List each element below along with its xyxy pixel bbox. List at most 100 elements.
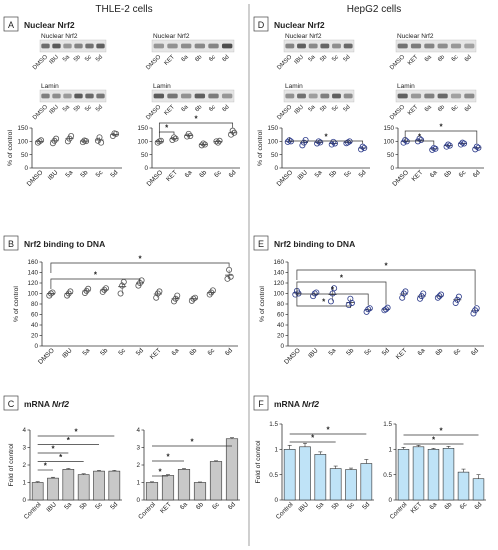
chart-e-point: [366, 305, 373, 312]
blot-d-nrf2-2-lane-label: 6b: [437, 54, 446, 63]
chart-c2-x-tick-label: KET: [159, 501, 173, 515]
blot-d-lamin-1-frame: [283, 89, 355, 103]
chart-b-y-label: % of control: [13, 286, 20, 322]
blot-a-nrf2-2-band: [221, 43, 233, 49]
blot-d-nrf2-1-band: [320, 43, 330, 49]
blot-a-nrf2-1-lane-label: IBU: [49, 54, 60, 65]
blot-a-nrf2-2-band: [153, 43, 165, 49]
chart-d2-point: [429, 146, 436, 153]
chart-b-x-tick-label: 6a: [171, 347, 181, 357]
chart-f1-y-label: Fold of control: [255, 440, 262, 484]
chart-c2-x-tick-label: 6b: [195, 501, 205, 511]
chart-b-sig-bracket: [50, 278, 141, 289]
chart-d1-point: [302, 136, 309, 143]
chart-a2-point: [157, 137, 164, 144]
chart-d2-y-tick-label: 100: [383, 139, 394, 146]
chart-b-point: [172, 295, 179, 302]
chart-a1-point: [98, 139, 105, 146]
chart-d2-sig-bracket: [404, 130, 478, 144]
blot-d-lamin-2-lane-label: 6c: [451, 104, 460, 113]
chart-e-sig-bracket: [296, 281, 387, 305]
chart-d2-point: [473, 143, 480, 150]
chart-b-x-tick-label: 6b: [188, 347, 198, 357]
chart-d1-x-tick-label: 5d: [358, 169, 368, 179]
section-box-b: [3, 235, 19, 251]
chart-b-x-tick-label: 5a: [81, 347, 91, 357]
chart-e-point: [399, 294, 406, 301]
chart-b-y-tick-label: 0: [34, 343, 38, 350]
chart-d1-point: [361, 144, 368, 151]
section-letter-e: E: [258, 239, 264, 249]
chart-c1-sig-star: *: [51, 445, 55, 454]
blot-d-nrf2-1-frame: [283, 39, 355, 53]
chart-c2-x-tick-label: 6c: [211, 501, 221, 511]
blot-a-nrf2-2-frame: [151, 39, 235, 53]
chart-a2-y-tick-label: 150: [137, 125, 148, 132]
blot-d-lamin-1-band: [332, 93, 341, 99]
blot-d-lamin-1-band: [320, 93, 330, 99]
chart-a2-point: [187, 132, 194, 139]
chart-e-point: [347, 295, 354, 302]
chart-f2-sig-star: *: [432, 436, 436, 445]
chart-c2-bar: [145, 482, 159, 501]
chart-e-sig-star: *: [331, 286, 335, 295]
chart-e-point: [348, 299, 355, 306]
chart-c1-sig-star: *: [44, 462, 48, 471]
blot-d-lamin-2-band: [437, 93, 448, 99]
section-letter-c: C: [8, 399, 15, 409]
section-title-f: mRNA Nrf2: [274, 399, 319, 409]
blot-a-nrf2-2-lane-label: 6a: [181, 54, 190, 63]
chart-c1-y-tick-label: 4: [22, 427, 26, 434]
chart-e-x-tick-label: 6a: [417, 347, 427, 357]
chart-a1-x-tick-label: 5c: [95, 169, 105, 179]
mrna-prefix-c: mRNA: [24, 399, 52, 409]
blot-a-nrf2-2-label: Nuclear Nrf2: [153, 33, 190, 40]
chart-c2-y-tick-label: 0: [136, 497, 140, 504]
blot-d-nrf2-2-lane-label: 6a: [424, 54, 433, 63]
chart-a2-x-tick-label: 6c: [213, 169, 223, 179]
chart-c1-sig-star: *: [74, 428, 78, 437]
chart-a2-point: [154, 139, 161, 146]
chart-e-x-tick-label: 6b: [434, 347, 444, 357]
chart-a2-sig-star: *: [194, 115, 198, 124]
chart-f2-y-tick-label: 1: [388, 447, 392, 454]
blot-d-lamin-2-lane-label: 6b: [437, 104, 446, 113]
chart-d2-point: [446, 142, 453, 149]
blot-d-lamin-1-lane-label: 5a: [308, 104, 317, 113]
blot-a-nrf2-1-lane-label: DMSO: [32, 54, 49, 71]
chart-f2-y-tick-label: 0: [388, 497, 392, 504]
chart-b-point: [101, 286, 108, 293]
blot-d-nrf2-1-lane-label: 5d: [343, 54, 352, 63]
chart-f1-x-tick-label: 5a: [315, 501, 325, 511]
blot-d-lamin-2-band: [410, 93, 422, 99]
chart-f1-sig-star: *: [326, 426, 330, 435]
chart-b-point: [67, 288, 74, 295]
chart-a1-x-tick-label: 5a: [64, 169, 74, 179]
blot-d-nrf2-2-lane-label: 6d: [464, 54, 473, 63]
chart-d2-sig-star: *: [439, 123, 443, 132]
chart-b-point: [209, 287, 216, 294]
blot-d-lamin-1-lane-label: IBU: [294, 104, 305, 115]
chart-a1-y-label: % of control: [7, 130, 14, 166]
blot-a-lamin-1-lane-label: DMSO: [32, 104, 49, 121]
blot-a-nrf2-1-band: [96, 43, 105, 49]
chart-e-y-tick-label: 40: [277, 322, 285, 329]
chart-d2-point: [461, 140, 468, 147]
chart-f1-bar: [283, 449, 296, 501]
chart-e-x-tick-label: 5a: [327, 347, 337, 357]
chart-d2-y-tick-label: 150: [383, 125, 394, 132]
blot-a-nrf2-2-lane-label: 6c: [208, 54, 217, 63]
chart-a2-y-tick-label: 100: [137, 139, 148, 146]
chart-a1-x-tick-label: DMSO: [26, 169, 45, 188]
chart-e-sig-bracket: [296, 287, 351, 308]
chart-b-x-tick-label: 5b: [99, 347, 109, 357]
chart-a2-y-tick-label: 0: [144, 165, 148, 172]
chart-b-y-tick-label: 80: [31, 301, 39, 308]
chart-e-point: [311, 290, 318, 297]
chart-a1-point: [96, 134, 103, 141]
chart-c1-y-label: Fold of control: [8, 443, 15, 487]
blot-a-nrf2-2-band: [167, 43, 178, 49]
chart-d1-point: [344, 139, 351, 146]
chart-d1-sig-bracket: [288, 137, 364, 144]
chart-b-y-tick-label: 160: [27, 259, 38, 266]
